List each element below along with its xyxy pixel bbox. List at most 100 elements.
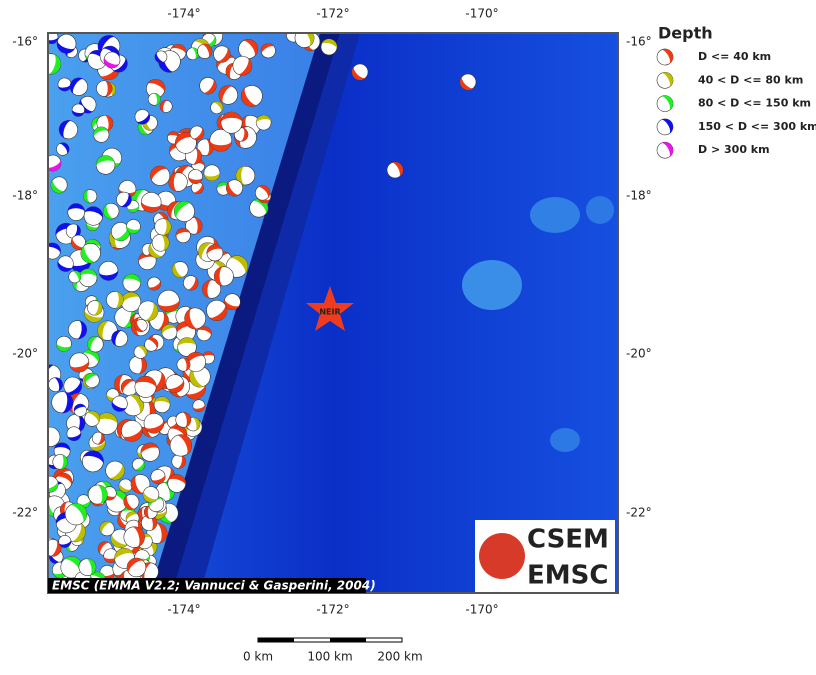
beachball-quadrant [201,44,212,58]
beachball [260,43,276,59]
beachball-quadrant [126,205,139,213]
axis-label: -16° [12,35,38,49]
beachball [183,275,199,291]
beachball-quadrant [161,324,177,336]
beachball-quadrant [79,268,97,278]
beachball-quadrant [74,404,87,413]
beachball-quadrant [69,258,92,272]
beachball-quadrant [182,412,191,428]
beachball-quadrant [192,404,205,412]
beachball-quadrant [83,189,91,203]
beachball-quadrant [99,521,112,535]
beachball [191,181,204,195]
map-area [48,33,618,593]
beachball-quadrant [661,95,673,111]
beachball-quadrant [96,485,108,504]
beachball [103,548,118,564]
beachball-quadrant [127,558,144,574]
beachball-quadrant [256,115,272,124]
beachball-quadrant [154,52,165,63]
seamount [550,428,580,452]
legend-label: D <= 40 km [698,50,771,63]
beachball [656,95,674,112]
beachball-quadrant [206,244,223,256]
beachball-quadrant [86,222,99,231]
beachball-quadrant [112,57,128,73]
beachball-quadrant [216,47,231,63]
beachball-quadrant [174,201,192,219]
beachball-quadrant [111,330,123,347]
beachball-quadrant [150,166,168,182]
beachball-quadrant [192,127,204,140]
scale-bar-segment [330,638,366,642]
beachball-quadrant [104,56,120,68]
beachball-quadrant [89,440,106,451]
beachball [98,261,119,281]
beachball [67,203,86,221]
beachball [153,396,171,414]
beachball-quadrant [148,280,161,290]
beachball-quadrant [99,62,120,80]
beachball [210,101,224,115]
beachball-quadrant [190,47,199,60]
beachball-quadrant [177,337,197,348]
beachball [48,426,61,447]
beachball [235,165,256,186]
beachball-quadrant [168,172,179,192]
beachball-quadrant [51,179,65,193]
beachball-quadrant [49,539,62,557]
beachball [459,73,477,91]
beachball [175,411,192,428]
beachball [137,300,159,322]
beachball [146,78,166,99]
beachball-quadrant [237,57,252,76]
beachball-quadrant [191,417,200,431]
beachball-quadrant [202,351,215,359]
beachball-quadrant [216,182,230,190]
beachball-quadrant [114,548,135,562]
beachball-quadrant [58,539,71,548]
beachball-quadrant [131,475,144,494]
beachball [218,85,238,105]
beachball [84,372,100,388]
beachball-quadrant [147,79,165,93]
beachball-quadrant [661,72,673,88]
beachball-quadrant [96,412,118,426]
beachball-quadrant [63,556,83,575]
beachball-quadrant [82,450,104,465]
beachball-quadrant [114,291,124,309]
beachball-quadrant [102,46,120,63]
axis-label: -174° [167,7,200,21]
beachball [154,218,172,236]
beachball-quadrant [143,490,158,503]
beachball-quadrant [82,373,92,389]
beachball [48,475,59,493]
beachball-quadrant [186,352,205,367]
beachball [150,165,171,186]
beachball-quadrant [460,76,474,90]
beachball [206,299,228,321]
beachball-quadrant [103,204,115,219]
beachball [91,431,105,445]
beachball-quadrant [71,522,86,542]
beachball-quadrant [98,35,116,56]
beachball-quadrant [114,374,125,394]
axis-label: -18° [626,189,652,203]
scale-label: 200 km [377,650,422,664]
beachball-quadrant [136,345,147,358]
beachball-quadrant [93,126,109,138]
beachball-quadrant [156,212,168,226]
beachball-quadrant [135,376,157,389]
beachball [83,206,104,226]
beachball-quadrant [97,320,111,341]
beachball-quadrant [321,39,337,50]
beachball [202,279,222,299]
beachball-quadrant [137,356,147,374]
beachball [147,92,161,106]
beachball [238,39,259,59]
beachball-quadrant [67,203,85,213]
beachball-quadrant [128,394,144,415]
legend: D <= 40 km 40 < D <= 80 km 80 < D <= 150 k… [656,48,816,159]
beachball-quadrant [182,358,190,372]
beachball [171,261,189,278]
